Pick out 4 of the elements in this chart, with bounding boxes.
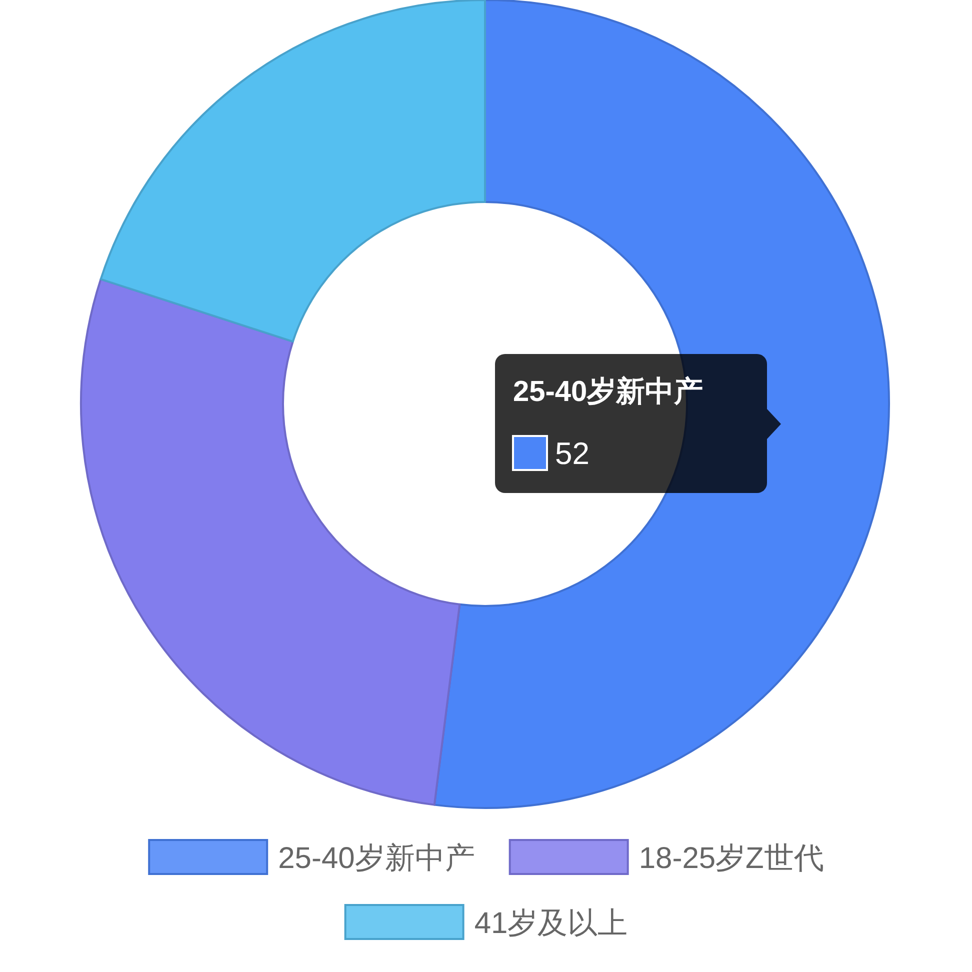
data-label: 52: [555, 436, 590, 471]
slice-label: 25-40岁新中产: [513, 375, 704, 408]
tooltip: 25-40岁新中产 52: [495, 354, 781, 493]
legend: 25-40岁新中产 18-25岁Z世代 41岁及以上: [278, 842, 824, 940]
